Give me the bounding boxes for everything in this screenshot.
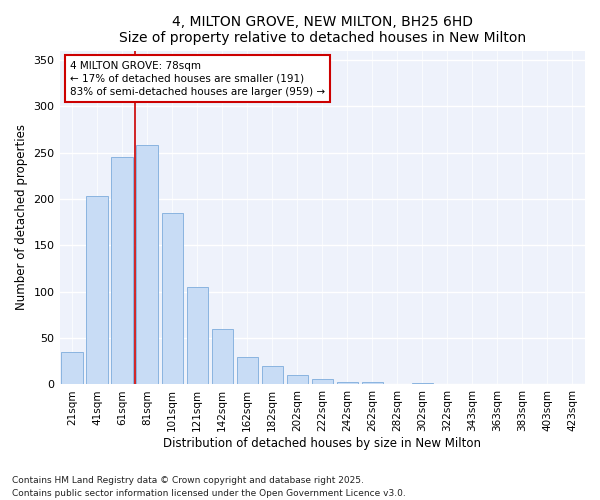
Bar <box>161 213 183 384</box>
Bar <box>287 375 308 384</box>
Bar <box>262 366 283 384</box>
Y-axis label: Number of detached properties: Number of detached properties <box>15 124 28 310</box>
Bar <box>86 196 108 384</box>
X-axis label: Distribution of detached houses by size in New Milton: Distribution of detached houses by size … <box>163 437 481 450</box>
Bar <box>212 329 233 384</box>
Text: 4 MILTON GROVE: 78sqm
← 17% of detached houses are smaller (191)
83% of semi-det: 4 MILTON GROVE: 78sqm ← 17% of detached … <box>70 60 325 97</box>
Bar <box>187 287 208 384</box>
Bar <box>112 157 133 384</box>
Bar <box>362 382 383 384</box>
Bar <box>236 356 258 384</box>
Bar <box>337 382 358 384</box>
Bar <box>311 379 333 384</box>
Bar <box>61 352 83 384</box>
Bar <box>136 145 158 384</box>
Text: Contains HM Land Registry data © Crown copyright and database right 2025.
Contai: Contains HM Land Registry data © Crown c… <box>12 476 406 498</box>
Title: 4, MILTON GROVE, NEW MILTON, BH25 6HD
Size of property relative to detached hous: 4, MILTON GROVE, NEW MILTON, BH25 6HD Si… <box>119 15 526 45</box>
Bar <box>412 382 433 384</box>
